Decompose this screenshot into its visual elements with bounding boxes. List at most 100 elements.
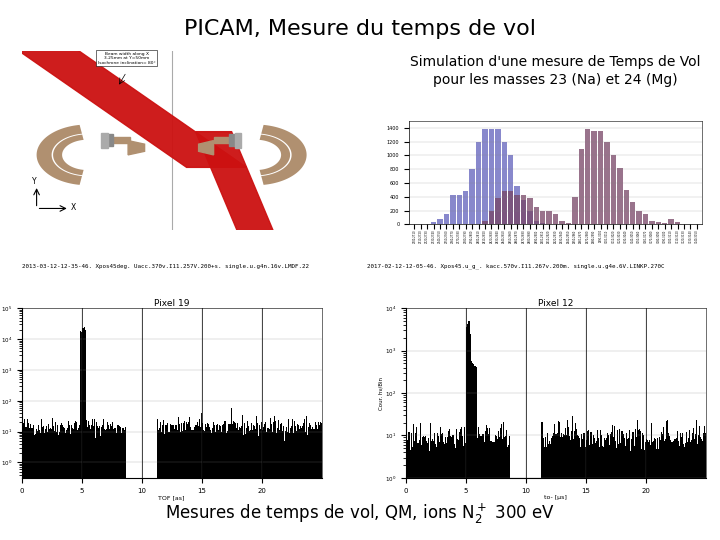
Bar xyxy=(198,426,199,540)
Bar xyxy=(660,440,661,540)
Bar xyxy=(527,211,533,225)
Bar xyxy=(181,431,183,540)
Bar xyxy=(414,441,415,540)
Bar xyxy=(447,437,448,540)
Bar xyxy=(692,434,693,540)
Bar xyxy=(501,424,503,540)
Bar xyxy=(418,443,419,540)
Bar xyxy=(669,436,670,540)
Bar xyxy=(84,327,85,540)
Bar xyxy=(600,435,602,540)
Bar xyxy=(462,436,463,540)
Bar xyxy=(611,156,616,225)
Bar xyxy=(288,418,289,540)
Bar xyxy=(621,431,622,540)
Bar xyxy=(615,441,616,540)
Bar xyxy=(214,425,215,540)
Bar xyxy=(114,428,115,540)
Bar xyxy=(449,429,450,540)
Bar xyxy=(196,425,197,540)
Bar xyxy=(208,424,209,540)
Title: Pixel 19: Pixel 19 xyxy=(154,299,189,308)
Bar xyxy=(431,441,432,540)
Bar xyxy=(22,427,23,540)
Bar xyxy=(515,434,516,540)
Bar xyxy=(50,428,51,540)
Bar xyxy=(607,433,608,540)
Bar xyxy=(589,445,590,540)
Bar xyxy=(559,221,564,225)
Bar xyxy=(183,422,184,540)
Bar xyxy=(559,437,561,540)
Bar xyxy=(73,429,74,540)
Bar xyxy=(690,442,691,540)
Bar xyxy=(574,431,575,540)
X-axis label: to- [μs]: to- [μs] xyxy=(544,495,567,500)
Bar xyxy=(150,429,151,540)
Bar xyxy=(132,426,133,540)
Bar xyxy=(227,430,228,540)
Bar xyxy=(299,429,300,540)
Bar xyxy=(629,430,630,540)
Bar xyxy=(407,440,408,540)
Bar xyxy=(122,428,123,540)
Bar xyxy=(283,427,284,540)
Bar xyxy=(405,434,406,540)
Bar xyxy=(508,156,513,225)
Bar xyxy=(421,445,422,540)
Bar xyxy=(59,433,60,540)
Bar xyxy=(683,444,684,540)
Bar xyxy=(104,429,105,540)
Polygon shape xyxy=(261,125,307,185)
Bar xyxy=(672,442,673,540)
Bar xyxy=(264,424,265,540)
Bar xyxy=(34,435,35,540)
Bar xyxy=(170,424,171,540)
Bar xyxy=(261,422,262,540)
Bar xyxy=(634,446,635,540)
Bar xyxy=(506,430,508,540)
Bar xyxy=(140,423,141,540)
Bar xyxy=(263,427,264,540)
Bar xyxy=(199,428,201,540)
Bar xyxy=(96,422,97,540)
Bar xyxy=(647,440,648,540)
Bar xyxy=(251,423,252,540)
Bar xyxy=(624,190,629,225)
Bar xyxy=(444,214,449,225)
Bar xyxy=(452,435,453,540)
Bar xyxy=(232,423,233,540)
Bar xyxy=(579,148,584,225)
Bar xyxy=(536,450,538,540)
Bar xyxy=(528,434,529,540)
Bar xyxy=(478,427,480,540)
Bar xyxy=(476,141,481,225)
Bar xyxy=(274,416,275,540)
Bar xyxy=(646,439,647,540)
Bar xyxy=(456,429,457,540)
Bar xyxy=(54,431,55,540)
Bar xyxy=(423,436,424,540)
Bar xyxy=(36,429,37,540)
Bar xyxy=(64,428,66,540)
Text: Simulation d'une mesure de Temps de Vol
pour les masses 23 (Na) et 24 (Mg): Simulation d'une mesure de Temps de Vol … xyxy=(410,55,701,87)
Bar xyxy=(469,321,470,540)
Bar xyxy=(92,419,94,540)
Bar xyxy=(220,426,221,540)
Bar xyxy=(595,441,597,540)
Bar xyxy=(254,426,255,540)
Bar xyxy=(209,427,210,540)
Bar xyxy=(309,423,310,540)
Bar xyxy=(541,422,542,540)
Bar xyxy=(40,433,41,540)
Bar xyxy=(314,429,315,540)
Bar xyxy=(694,440,695,540)
Bar xyxy=(674,440,675,540)
Bar xyxy=(276,433,277,540)
Bar xyxy=(508,444,509,540)
Bar xyxy=(293,433,294,540)
Bar xyxy=(26,427,27,540)
Bar xyxy=(185,430,186,540)
Bar xyxy=(408,433,409,540)
Bar xyxy=(671,442,672,540)
